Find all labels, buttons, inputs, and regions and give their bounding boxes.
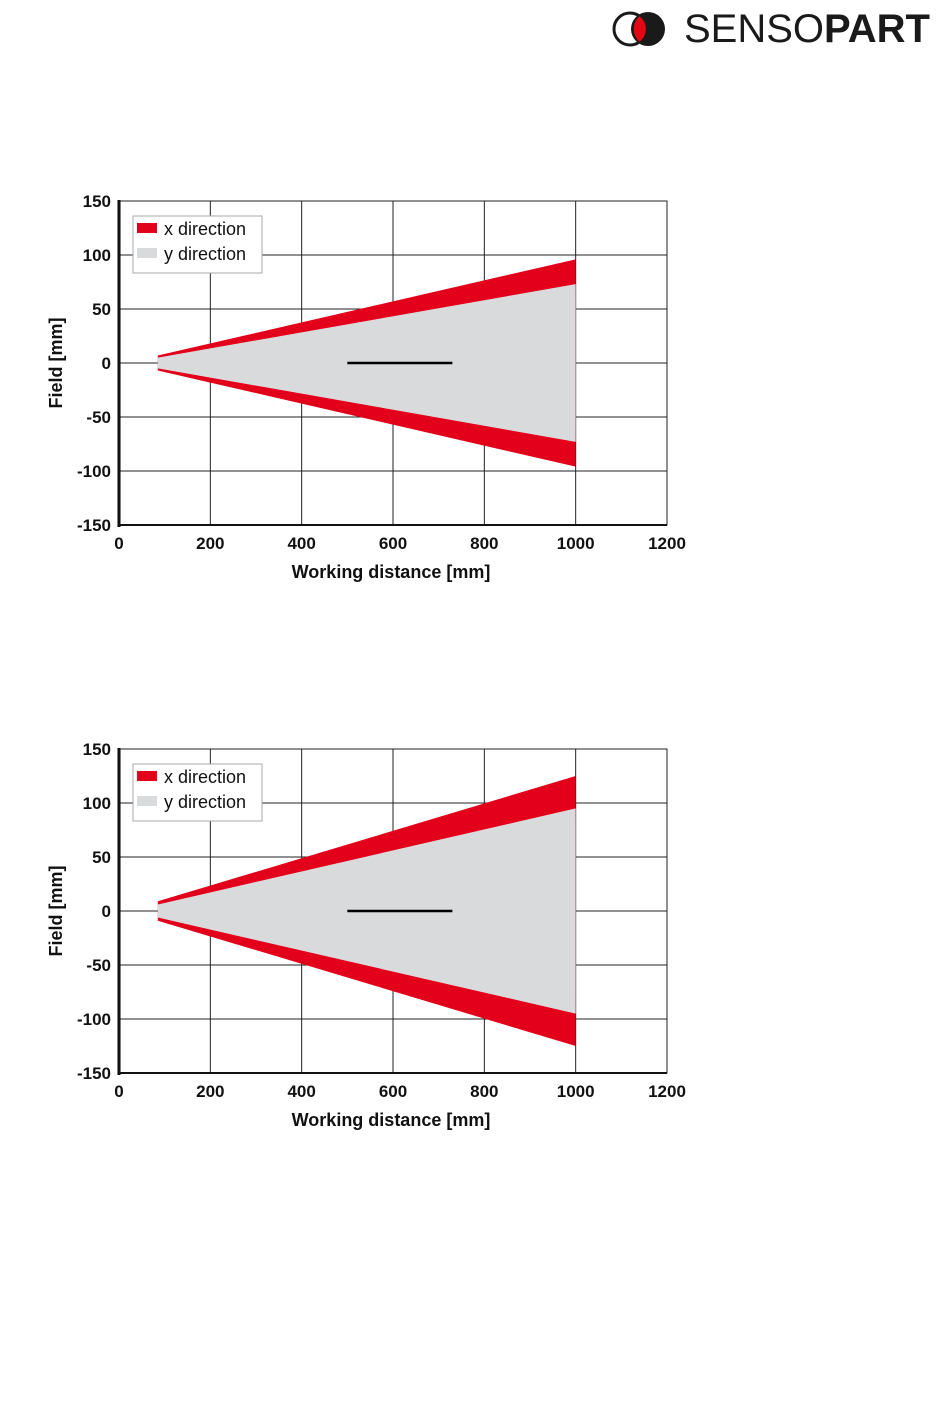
y-tick-label: 150 bbox=[83, 740, 111, 759]
x-axis-label: Working distance [mm] bbox=[292, 562, 491, 582]
y-tick-label: -150 bbox=[77, 516, 111, 535]
field-of-view-chart-1: x direction y direction 150 100 50 0 -50 -100 -1… bbox=[0, 180, 950, 600]
two-overlapping-circles-icon bbox=[612, 11, 665, 47]
brand-logo: SENSOPART bbox=[608, 6, 930, 52]
x-tick-label: 1000 bbox=[557, 1082, 595, 1101]
chart-svg: x direction y direction 150 100 50 0 -50 -100 -1… bbox=[46, 740, 686, 1130]
y-tick-label: -150 bbox=[77, 1064, 111, 1083]
legend-swatch-x-direction bbox=[137, 223, 157, 233]
brand-name-bold: PART bbox=[824, 7, 930, 51]
y-tick-label: 50 bbox=[92, 300, 111, 319]
x-tick-label: 600 bbox=[379, 534, 407, 553]
x-tick-label: 0 bbox=[114, 534, 123, 553]
y-tick-label: -50 bbox=[86, 956, 111, 975]
legend-swatch-y-direction bbox=[137, 248, 157, 258]
x-axis-label: Working distance [mm] bbox=[292, 1110, 491, 1130]
x-tick-label: 600 bbox=[379, 1082, 407, 1101]
x-tick-label: 1000 bbox=[557, 534, 595, 553]
x-tick-label: 800 bbox=[470, 1082, 498, 1101]
plot-frame bbox=[118, 748, 668, 1074]
plot-frame bbox=[118, 200, 668, 526]
y-tick-label: 150 bbox=[83, 192, 111, 211]
y-tick-label: 50 bbox=[92, 848, 111, 867]
brand-name-thin: SENSO bbox=[684, 7, 825, 51]
y-axis-label: Field [mm] bbox=[46, 865, 66, 956]
legend: x direction y direction bbox=[132, 763, 263, 822]
x-tick-label: 200 bbox=[196, 534, 224, 553]
legend-label-x-direction: x direction bbox=[164, 767, 246, 787]
legend-swatch-y-direction bbox=[137, 796, 157, 806]
legend-label-y-direction: y direction bbox=[164, 244, 246, 264]
x-tick-label: 200 bbox=[196, 1082, 224, 1101]
legend-label-y-direction: y direction bbox=[164, 792, 246, 812]
y-tick-label: -100 bbox=[77, 1010, 111, 1029]
x-tick-label: 800 bbox=[470, 534, 498, 553]
field-of-view-chart-2: x direction y direction 150 100 50 0 -50 -100 -1… bbox=[0, 728, 950, 1148]
y-tick-label: 100 bbox=[83, 794, 111, 813]
x-tick-label: 400 bbox=[287, 534, 315, 553]
y-tick-label: 100 bbox=[83, 246, 111, 265]
legend-label-x-direction: x direction bbox=[164, 219, 246, 239]
y-tick-label: 0 bbox=[102, 354, 111, 373]
y-tick-label: 0 bbox=[102, 902, 111, 921]
x-tick-label: 0 bbox=[114, 1082, 123, 1101]
x-tick-label: 400 bbox=[287, 1082, 315, 1101]
chart-svg: x direction y direction 150 100 50 0 -50 -100 -1… bbox=[46, 192, 686, 582]
legend: x direction y direction bbox=[132, 215, 263, 274]
y-tick-label: -100 bbox=[77, 462, 111, 481]
y-tick-label: -50 bbox=[86, 408, 111, 427]
x-tick-label: 1200 bbox=[648, 534, 686, 553]
brand-name: SENSOPART bbox=[684, 7, 930, 51]
y-axis-label: Field [mm] bbox=[46, 317, 66, 408]
x-tick-label: 1200 bbox=[648, 1082, 686, 1101]
legend-swatch-x-direction bbox=[137, 771, 157, 781]
